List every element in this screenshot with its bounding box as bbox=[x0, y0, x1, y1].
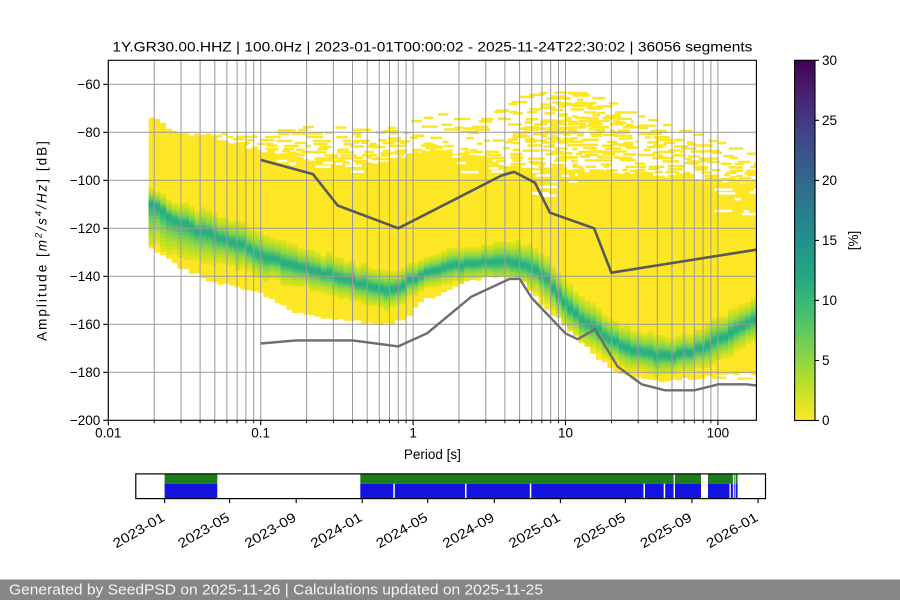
svg-text:−120: −120 bbox=[70, 221, 100, 236]
svg-text:0.1: 0.1 bbox=[251, 426, 270, 441]
svg-text:15: 15 bbox=[822, 233, 837, 248]
svg-text:5: 5 bbox=[822, 353, 830, 368]
svg-text:−200: −200 bbox=[70, 413, 100, 428]
svg-text:20: 20 bbox=[822, 173, 837, 188]
svg-text:−140: −140 bbox=[70, 269, 100, 284]
svg-text:−100: −100 bbox=[70, 173, 100, 188]
svg-text:30: 30 bbox=[822, 53, 837, 68]
svg-text:[%]: [%] bbox=[846, 231, 861, 251]
svg-text:0: 0 bbox=[822, 413, 830, 428]
svg-text:−80: −80 bbox=[77, 125, 100, 140]
svg-text:25: 25 bbox=[822, 113, 837, 128]
svg-text:−180: −180 bbox=[70, 365, 100, 380]
svg-text:100: 100 bbox=[707, 426, 730, 441]
svg-text:1: 1 bbox=[409, 426, 417, 441]
svg-text:Amplitude [m2/s4/Hz] [dB]: Amplitude [m2/s4/Hz] [dB] bbox=[34, 139, 50, 341]
svg-text:1Y.GR30.00.HHZ | 100.0Hz | 202: 1Y.GR30.00.HHZ | 100.0Hz | 2023-01-01T00… bbox=[112, 39, 752, 55]
svg-text:10: 10 bbox=[822, 293, 837, 308]
svg-text:−60: −60 bbox=[77, 77, 100, 92]
svg-text:Period [s]: Period [s] bbox=[404, 447, 461, 462]
svg-text:−160: −160 bbox=[70, 317, 100, 332]
svg-text:10: 10 bbox=[558, 426, 573, 441]
svg-text:Generated by SeedPSD on 2025-1: Generated by SeedPSD on 2025-11-26 | Cal… bbox=[9, 582, 543, 599]
svg-text:0.01: 0.01 bbox=[95, 426, 121, 441]
